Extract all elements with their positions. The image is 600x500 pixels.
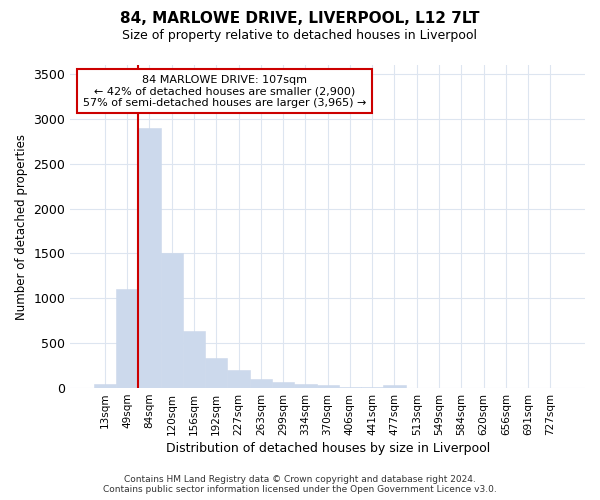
- Text: Size of property relative to detached houses in Liverpool: Size of property relative to detached ho…: [122, 29, 478, 42]
- Bar: [227, 370, 250, 388]
- Bar: [205, 358, 227, 388]
- Bar: [161, 254, 183, 388]
- Bar: [317, 386, 339, 388]
- Bar: [116, 290, 138, 388]
- Bar: [250, 379, 272, 388]
- Text: Contains HM Land Registry data © Crown copyright and database right 2024.
Contai: Contains HM Land Registry data © Crown c…: [103, 474, 497, 494]
- Bar: [272, 382, 294, 388]
- Bar: [294, 384, 317, 388]
- Bar: [94, 384, 116, 388]
- Text: 84 MARLOWE DRIVE: 107sqm
← 42% of detached houses are smaller (2,900)
57% of sem: 84 MARLOWE DRIVE: 107sqm ← 42% of detach…: [83, 74, 367, 108]
- X-axis label: Distribution of detached houses by size in Liverpool: Distribution of detached houses by size …: [166, 442, 490, 455]
- Bar: [339, 386, 361, 388]
- Bar: [138, 128, 161, 388]
- Bar: [383, 386, 406, 388]
- Y-axis label: Number of detached properties: Number of detached properties: [15, 134, 28, 320]
- Text: 84, MARLOWE DRIVE, LIVERPOOL, L12 7LT: 84, MARLOWE DRIVE, LIVERPOOL, L12 7LT: [120, 11, 480, 26]
- Bar: [183, 330, 205, 388]
